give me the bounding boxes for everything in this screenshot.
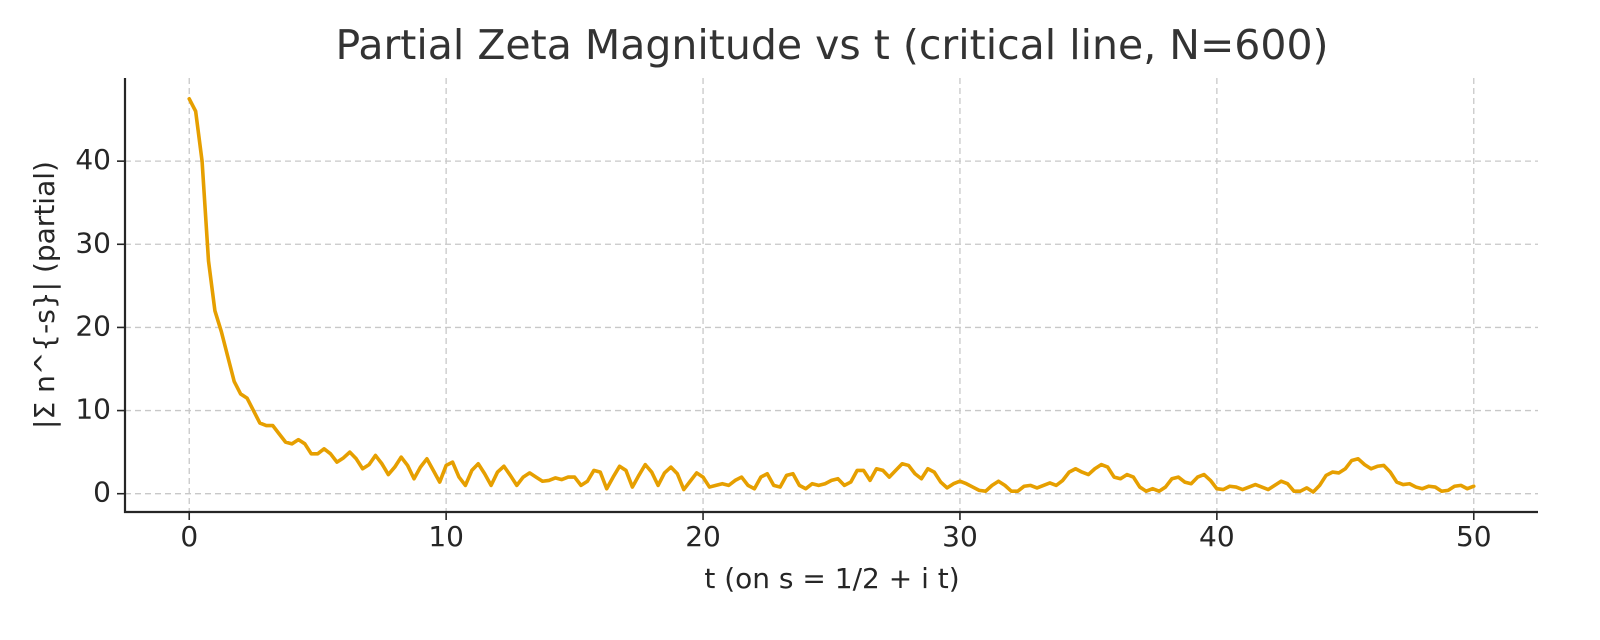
data-line — [187, 96, 1476, 494]
y-tick-label: 10 — [75, 393, 111, 426]
x-tick-label: 20 — [685, 520, 721, 553]
y-tick-label: 20 — [75, 309, 111, 342]
x-axis-label: t (on s = 1/2 + i t) — [704, 562, 959, 595]
x-tick-label: 10 — [428, 520, 464, 553]
grid-layer — [125, 78, 1538, 512]
x-tick-label: 40 — [1199, 520, 1235, 553]
y-tick-label: 0 — [93, 476, 111, 509]
chart-title: Partial Zeta Magnitude vs t (critical li… — [335, 21, 1328, 69]
y-tick-label: 40 — [75, 143, 111, 176]
y-tick-label: 30 — [75, 226, 111, 259]
y-axis-label: |Σ n^{-s}| (partial) — [28, 161, 61, 429]
plot-layer — [187, 96, 1476, 494]
x-tick-label: 50 — [1456, 520, 1492, 553]
x-tick-label: 30 — [942, 520, 978, 553]
x-tick-label: 0 — [180, 520, 198, 553]
